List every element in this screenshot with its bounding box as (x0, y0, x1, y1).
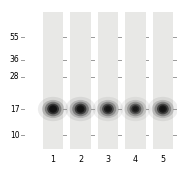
Ellipse shape (160, 107, 165, 111)
Ellipse shape (78, 107, 83, 111)
Text: 4: 4 (133, 155, 138, 164)
Ellipse shape (152, 100, 174, 118)
Ellipse shape (76, 105, 85, 113)
Bar (125, 12, 145, 149)
Bar (153, 12, 173, 149)
Ellipse shape (97, 100, 119, 118)
Text: 1: 1 (51, 155, 56, 164)
Text: 3: 3 (105, 155, 110, 164)
Ellipse shape (51, 107, 56, 111)
Bar (43, 12, 63, 149)
Bar (98, 12, 118, 149)
Ellipse shape (120, 97, 151, 121)
Ellipse shape (127, 102, 144, 116)
Ellipse shape (133, 107, 138, 111)
Ellipse shape (159, 105, 167, 113)
Text: 10: 10 (10, 131, 19, 140)
Ellipse shape (47, 104, 59, 114)
Text: 5: 5 (160, 155, 165, 164)
Ellipse shape (38, 97, 68, 121)
Ellipse shape (131, 105, 139, 113)
Ellipse shape (148, 97, 177, 121)
Text: 36: 36 (10, 55, 19, 65)
Text: 17: 17 (10, 104, 19, 114)
Ellipse shape (102, 104, 114, 114)
Ellipse shape (105, 107, 110, 111)
Ellipse shape (65, 97, 96, 121)
Ellipse shape (157, 104, 169, 114)
Text: 28: 28 (10, 72, 19, 81)
Ellipse shape (93, 97, 123, 121)
Ellipse shape (42, 100, 64, 118)
Ellipse shape (72, 102, 89, 116)
Bar (70, 12, 91, 149)
Ellipse shape (155, 102, 171, 116)
Ellipse shape (104, 105, 112, 113)
Ellipse shape (130, 104, 141, 114)
Ellipse shape (124, 100, 147, 118)
Ellipse shape (100, 102, 116, 116)
Ellipse shape (75, 104, 86, 114)
Text: 2: 2 (78, 155, 83, 164)
Ellipse shape (49, 105, 57, 113)
Ellipse shape (45, 102, 61, 116)
Text: 55: 55 (10, 33, 19, 42)
Ellipse shape (69, 100, 92, 118)
